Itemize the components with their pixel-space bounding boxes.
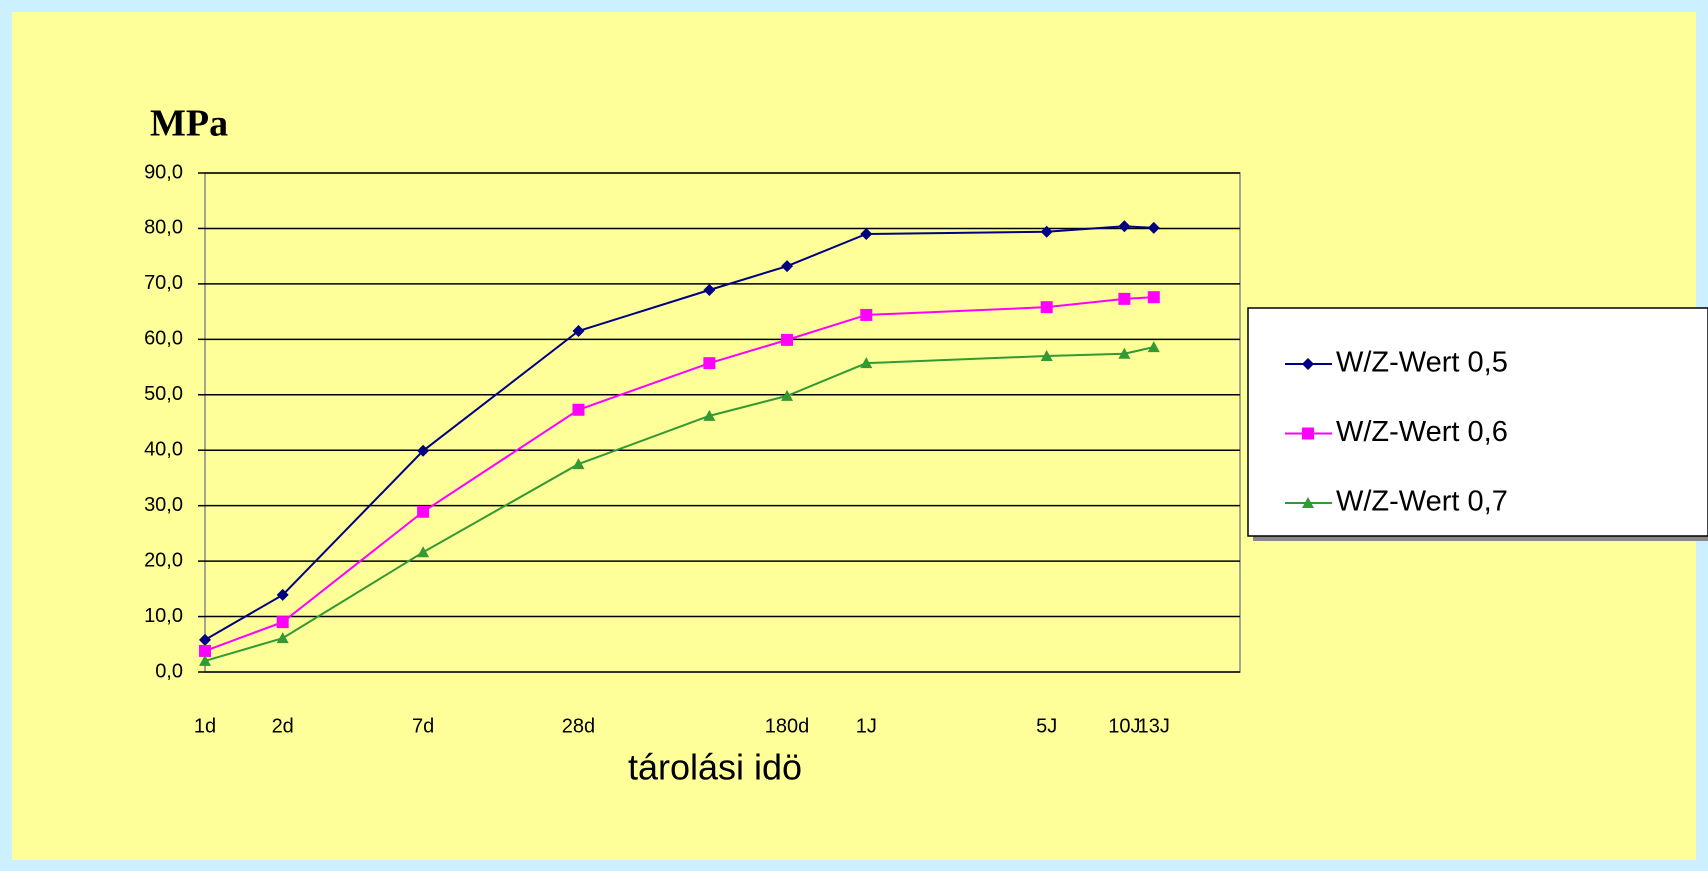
marker: [860, 308, 873, 321]
legend-marker: [1302, 497, 1314, 508]
series-line: [204, 296, 1154, 652]
legend-label: W/Z-Wert 0,5: [1336, 347, 1508, 379]
y-tick-label: 40,0: [144, 439, 183, 461]
marker: [199, 654, 211, 666]
marker: [1147, 341, 1160, 353]
x-tick-label: 1J: [856, 715, 877, 737]
marker: [1118, 347, 1131, 359]
series-line: [204, 225, 1154, 641]
x-tick-label: 10J: [1108, 715, 1140, 737]
legend-label: W/Z-Wert 0,7: [1336, 486, 1508, 518]
marker: [860, 357, 873, 369]
y-tick-label: 10,0: [144, 605, 183, 627]
marker: [199, 644, 211, 657]
marker: [276, 632, 289, 644]
x-tick-label: 5J: [1036, 715, 1057, 737]
marker: [703, 357, 716, 370]
x-axis-title: tárolási idö: [628, 747, 802, 788]
legend-label: W/Z-Wert 0,6: [1336, 416, 1508, 448]
plot-area: [204, 172, 1241, 673]
marker: [1040, 301, 1053, 314]
marker: [572, 325, 585, 338]
series-line: [204, 346, 1155, 662]
marker: [703, 409, 716, 421]
y-tick-label: 60,0: [144, 328, 183, 350]
marker: [1040, 349, 1053, 361]
marker: [1118, 220, 1131, 233]
x-tick-label: 2d: [272, 715, 294, 737]
legend: [1247, 307, 1708, 537]
x-tick-label: 13J: [1138, 715, 1170, 737]
y-tick-label: 50,0: [144, 383, 183, 405]
marker: [781, 389, 794, 401]
x-tick-label: 180d: [765, 715, 810, 737]
marker: [1118, 292, 1131, 305]
y-tick-label: 90,0: [144, 161, 183, 183]
y-tick-label: 70,0: [144, 272, 183, 294]
marker: [276, 588, 289, 601]
y-tick-label: 0,0: [155, 660, 183, 682]
marker: [572, 458, 585, 470]
marker: [417, 444, 430, 457]
x-tick-label: 1d: [194, 715, 216, 737]
marker: [860, 227, 873, 240]
marker: [276, 616, 289, 629]
marker: [781, 260, 794, 273]
marker: [417, 546, 430, 558]
legend-marker: [1302, 427, 1314, 440]
marker: [199, 633, 211, 646]
x-tick-label: 7d: [412, 715, 434, 737]
marker: [781, 333, 794, 346]
marker: [1040, 225, 1053, 238]
marker: [572, 403, 585, 416]
x-tick-label: 28d: [562, 715, 595, 737]
legend-marker: [1302, 358, 1314, 370]
y-tick-label: 80,0: [144, 217, 183, 239]
y-tick-label: 20,0: [144, 549, 183, 571]
marker: [1147, 291, 1160, 304]
marker: [1147, 221, 1160, 234]
marker: [703, 283, 716, 296]
y-axis-title: MPa: [150, 103, 228, 145]
marker: [417, 505, 430, 518]
y-tick-label: 30,0: [144, 494, 183, 516]
